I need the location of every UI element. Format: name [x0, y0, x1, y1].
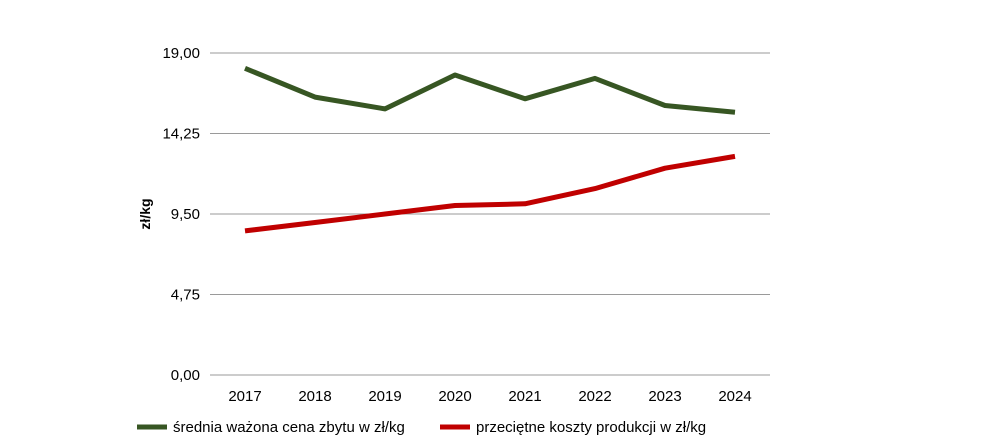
x-tick-label: 2024 — [718, 388, 751, 405]
x-tick-label: 2023 — [648, 388, 681, 405]
y-tick-label: 9,50 — [171, 206, 200, 223]
y-axis-title: zł/kg — [137, 198, 153, 229]
y-axis-ticks: 0,00 4,75 9,50 14,25 19,00 — [162, 45, 200, 384]
y-tick-label: 4,75 — [171, 287, 200, 304]
x-tick-label: 2022 — [578, 388, 611, 405]
legend-label-production-cost: przeciętne koszty produkcji w zł/kg — [476, 419, 706, 436]
series-lines — [244, 65, 736, 234]
grid-lines — [210, 52, 770, 376]
y-tick-label: 0,00 — [171, 367, 200, 384]
x-axis-ticks: 2017 2018 2019 2020 2021 2022 2023 2024 — [228, 388, 751, 405]
x-tick-label: 2018 — [298, 388, 331, 405]
x-tick-label: 2021 — [508, 388, 541, 405]
y-tick-label: 14,25 — [162, 126, 200, 143]
series-line-1 — [244, 153, 736, 234]
x-tick-label: 2017 — [228, 388, 261, 405]
y-tick-label: 19,00 — [162, 45, 200, 62]
legend-label-sales-price: średnia ważona cena zbytu w zł/kg — [173, 419, 405, 436]
x-tick-label: 2019 — [368, 388, 401, 405]
x-tick-label: 2020 — [438, 388, 471, 405]
legend: średnia ważona cena zbytu w zł/kg przeci… — [137, 419, 706, 436]
series-line-0 — [244, 65, 736, 115]
